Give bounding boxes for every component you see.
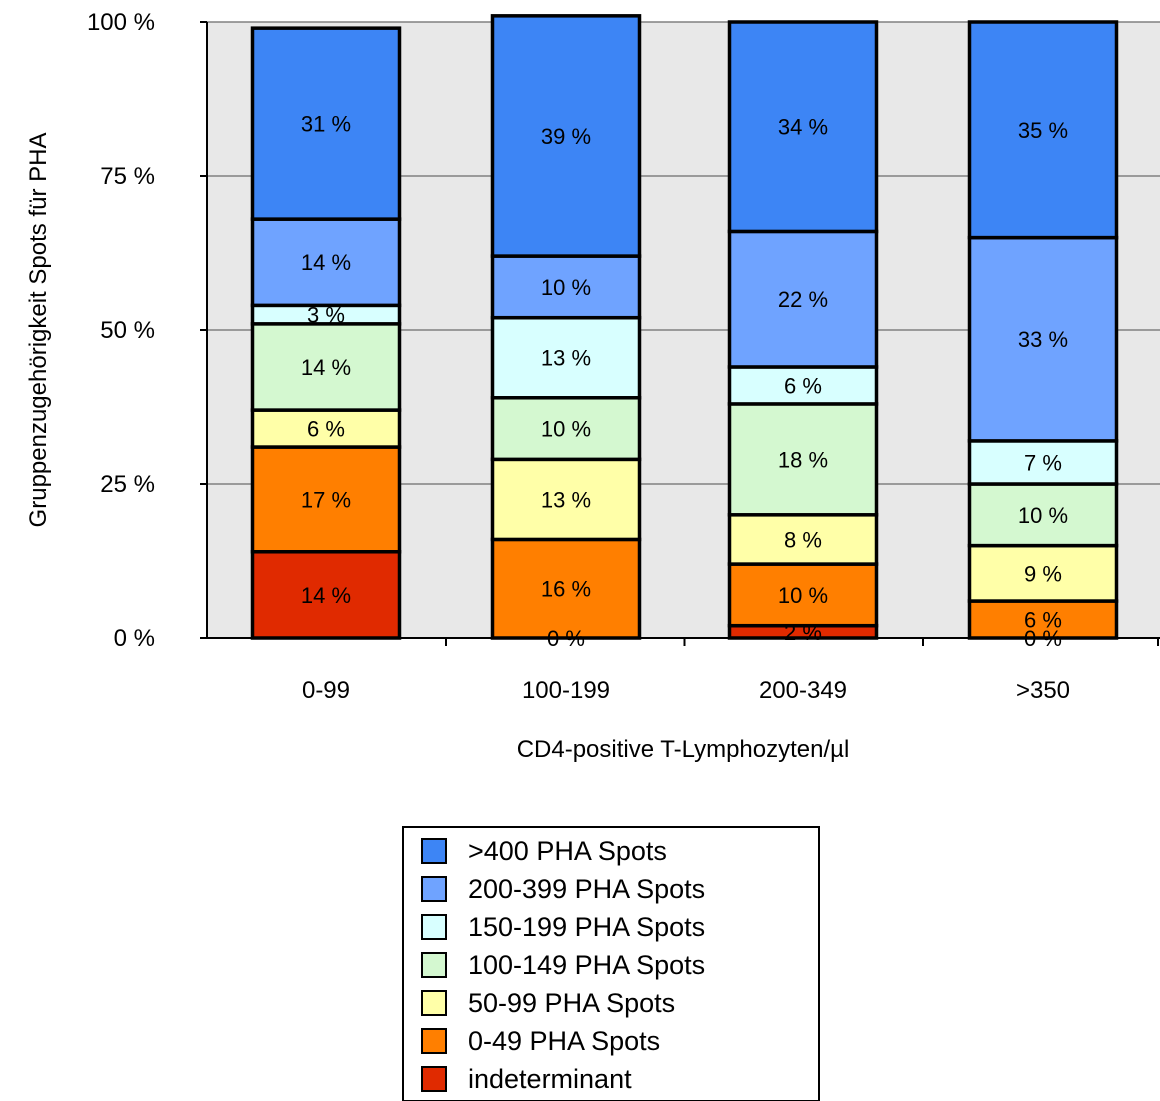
data-label: 6 %	[1024, 608, 1062, 633]
data-label: 18 %	[778, 447, 828, 472]
data-label: 7 %	[1024, 450, 1062, 475]
data-label: 2 %	[784, 620, 822, 645]
data-label: 3 %	[307, 303, 345, 328]
data-label: 14 %	[301, 583, 351, 608]
legend-entry: 0-49 PHA Spots	[468, 1026, 660, 1056]
bar-segment	[490, 537, 642, 640]
legend-swatch	[421, 1066, 447, 1092]
legend-swatch	[421, 1028, 447, 1054]
axes: 0 % 25 % 50 % 75 % 100 % 0-99 100-199 200-349 >3…	[87, 9, 1160, 704]
data-label: 8 %	[784, 527, 822, 552]
bar-segment	[490, 14, 642, 258]
bar-segment	[490, 254, 642, 320]
legend-swatch	[421, 876, 447, 902]
data-label: 6 %	[784, 373, 822, 398]
legend-box	[402, 826, 820, 1101]
data-label: 34 %	[778, 115, 828, 140]
bar-segment	[490, 315, 642, 400]
x-axis-title: CD4-positive T-Lymphozyten/µl	[517, 736, 850, 763]
data-label: 39 %	[541, 124, 591, 149]
data-label: 31 %	[301, 112, 351, 137]
bar-segment	[727, 20, 879, 234]
legend-entry: 150-199 PHA Spots	[468, 912, 705, 942]
legend-swatch	[421, 990, 447, 1016]
y-tick-label: 25 %	[100, 471, 155, 498]
data-label: 16 %	[541, 577, 591, 602]
bar-segment	[967, 235, 1119, 443]
data-label: 13 %	[541, 346, 591, 371]
data-label: 10 %	[541, 417, 591, 442]
x-tick-label: 100-199	[522, 677, 610, 704]
data-label: 35 %	[1018, 118, 1068, 143]
y-tick-label: 100 %	[87, 9, 155, 36]
bar-segment	[967, 482, 1119, 548]
y-tick-label: 0 %	[114, 625, 155, 652]
legend-swatch	[421, 914, 447, 940]
y-tick-label: 75 %	[100, 163, 155, 190]
x-tick-label: 0-99	[302, 677, 350, 704]
data-label: 10 %	[1018, 503, 1068, 528]
data-label: 14 %	[301, 250, 351, 275]
bar-segment	[250, 217, 402, 308]
legend-entry: indeterminant	[468, 1064, 632, 1094]
data-label: 22 %	[778, 287, 828, 312]
legend-entry: 50-99 PHA Spots	[468, 988, 675, 1018]
bar-segment	[967, 439, 1119, 486]
bar-segment	[250, 408, 402, 449]
bar-segment	[727, 513, 879, 566]
x-tick-label: >350	[1016, 677, 1070, 704]
data-label: 6 %	[307, 417, 345, 442]
legend-entry: 200-399 PHA Spots	[468, 874, 705, 904]
bar-segment	[727, 229, 879, 369]
legend-entry: >400 PHA Spots	[468, 836, 667, 866]
data-label: 14 %	[301, 355, 351, 380]
bar-segment	[490, 457, 642, 542]
data-label: 10 %	[541, 275, 591, 300]
bar-segment	[727, 402, 879, 517]
bars: 14 %17 %6 %14 %3 %14 %31 %0 %16 %13 %10 …	[250, 14, 1119, 651]
y-tick-label: 50 %	[100, 317, 155, 344]
y-axis-title: Gruppenzugehörigkeit Spots für PHA	[25, 133, 52, 528]
bar-segment	[490, 396, 642, 462]
legend-swatch	[421, 838, 447, 864]
x-tick-label: 200-349	[759, 677, 847, 704]
legend-swatch	[421, 952, 447, 978]
data-label: 13 %	[541, 487, 591, 512]
bar-segment	[250, 26, 402, 221]
bar-segment	[250, 445, 402, 554]
data-label: 9 %	[1024, 561, 1062, 586]
legend-entry: 100-149 PHA Spots	[468, 950, 705, 980]
legend: >400 PHA Spots 200-399 PHA Spots 150-199 P…	[402, 826, 820, 1101]
bar-segment	[250, 322, 402, 412]
data-label: 33 %	[1018, 327, 1068, 352]
bar-segment	[967, 20, 1119, 240]
data-label: 10 %	[778, 583, 828, 608]
data-label: 17 %	[301, 487, 351, 512]
